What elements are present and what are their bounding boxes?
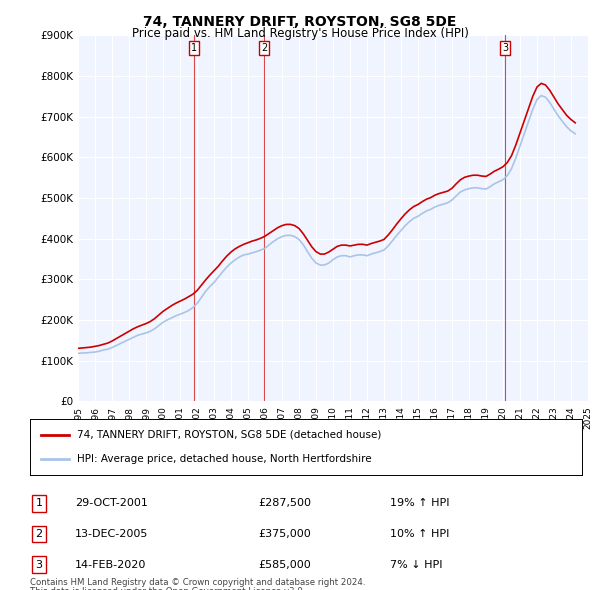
Text: 2: 2 xyxy=(261,42,267,53)
Text: 13-DEC-2005: 13-DEC-2005 xyxy=(75,529,148,539)
Text: 1: 1 xyxy=(35,499,43,508)
Text: £585,000: £585,000 xyxy=(258,560,311,569)
Text: 3: 3 xyxy=(502,42,508,53)
Text: HPI: Average price, detached house, North Hertfordshire: HPI: Average price, detached house, Nort… xyxy=(77,454,371,464)
Text: 2: 2 xyxy=(35,529,43,539)
Text: Price paid vs. HM Land Registry's House Price Index (HPI): Price paid vs. HM Land Registry's House … xyxy=(131,27,469,40)
Text: 29-OCT-2001: 29-OCT-2001 xyxy=(75,499,148,508)
Text: £375,000: £375,000 xyxy=(258,529,311,539)
Text: 7% ↓ HPI: 7% ↓ HPI xyxy=(390,560,443,569)
Text: 1: 1 xyxy=(191,42,197,53)
Text: 74, TANNERY DRIFT, ROYSTON, SG8 5DE: 74, TANNERY DRIFT, ROYSTON, SG8 5DE xyxy=(143,15,457,29)
Text: 3: 3 xyxy=(35,560,43,569)
Text: Contains HM Land Registry data © Crown copyright and database right 2024.: Contains HM Land Registry data © Crown c… xyxy=(30,578,365,587)
Text: 74, TANNERY DRIFT, ROYSTON, SG8 5DE (detached house): 74, TANNERY DRIFT, ROYSTON, SG8 5DE (det… xyxy=(77,430,381,440)
Text: 14-FEB-2020: 14-FEB-2020 xyxy=(75,560,146,569)
Text: 19% ↑ HPI: 19% ↑ HPI xyxy=(390,499,449,508)
Text: 10% ↑ HPI: 10% ↑ HPI xyxy=(390,529,449,539)
Text: £287,500: £287,500 xyxy=(258,499,311,508)
Text: This data is licensed under the Open Government Licence v3.0.: This data is licensed under the Open Gov… xyxy=(30,587,305,590)
